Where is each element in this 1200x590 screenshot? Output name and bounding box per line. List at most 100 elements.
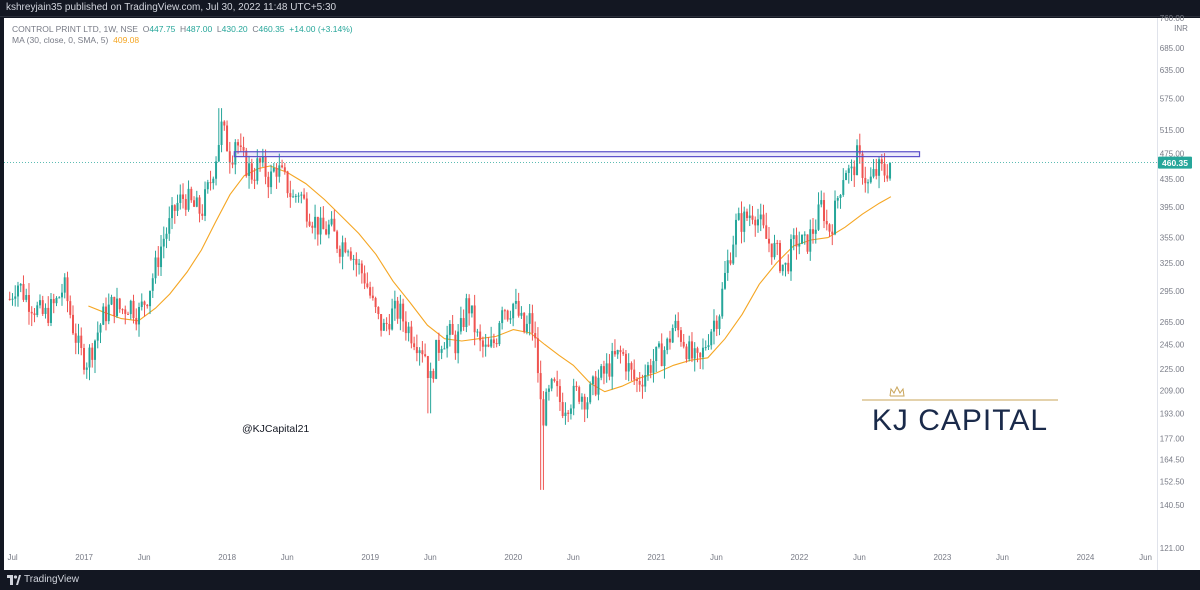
candle-body [787, 262, 790, 272]
candle [685, 343, 688, 363]
candle-body [341, 242, 344, 257]
candle [682, 333, 685, 349]
candle [209, 170, 212, 191]
candle-body [294, 195, 297, 197]
candle-body [437, 339, 440, 353]
candle-body [812, 229, 815, 234]
candle-body [831, 231, 834, 235]
candle-body [861, 153, 864, 178]
candle [96, 321, 99, 349]
candle-body [589, 384, 592, 403]
candle [432, 368, 435, 383]
candle [674, 314, 677, 332]
candle [220, 108, 223, 153]
candle [457, 324, 460, 364]
candle [195, 190, 198, 208]
candle [842, 168, 845, 197]
candle [374, 296, 377, 314]
candle-body [578, 387, 581, 402]
candle [355, 252, 358, 277]
candle [883, 153, 886, 183]
candle-body [454, 334, 457, 354]
candle-body [308, 221, 311, 226]
candle [732, 235, 735, 266]
candle-body [440, 349, 443, 353]
candle [382, 318, 385, 332]
candle-body [457, 331, 460, 354]
currency-label: INR [1174, 24, 1188, 33]
candle-body [380, 314, 383, 331]
candle-body [8, 298, 11, 300]
candle [272, 163, 275, 173]
candle-layer [8, 108, 892, 490]
candle [798, 231, 801, 255]
candle-body [734, 219, 737, 245]
candle-body [190, 188, 193, 201]
candle [784, 262, 787, 277]
candle-body [770, 243, 773, 258]
candle-body [30, 311, 33, 314]
candle [322, 206, 325, 230]
candle-body [556, 381, 559, 387]
candle-body [784, 262, 787, 265]
candle-body [567, 412, 570, 414]
candle [613, 339, 616, 357]
candle [228, 141, 231, 174]
candle [415, 334, 418, 362]
candle-body [767, 238, 770, 244]
candle-body [652, 361, 655, 373]
candle [550, 377, 553, 392]
candle-body [476, 331, 479, 333]
candle-body [377, 307, 380, 315]
candle-body [547, 388, 550, 392]
candle [173, 204, 176, 224]
chart-plot-area[interactable] [4, 18, 1157, 570]
x-tick-label: Jun [424, 553, 437, 562]
y-tick-label: 355.00 [1160, 234, 1185, 243]
candle-body [228, 151, 231, 163]
candle [712, 309, 715, 345]
candle-body [264, 156, 267, 177]
candle [69, 295, 72, 319]
candle-body [278, 165, 281, 177]
candle [751, 205, 754, 225]
y-tick-label: 265.00 [1160, 318, 1185, 327]
candle [773, 234, 776, 260]
candle [292, 189, 295, 198]
candle-body [391, 308, 394, 330]
candle-body [283, 167, 286, 172]
candle [60, 283, 63, 306]
watermark-handle: @KJCapital21 [242, 423, 309, 435]
candle-body [867, 182, 870, 184]
candle-body [613, 351, 616, 355]
candle-body [429, 371, 432, 379]
candle-body [267, 176, 270, 188]
candle-body [19, 283, 22, 286]
low-value: 430.20 [221, 24, 248, 34]
candle [305, 192, 308, 228]
price-axis[interactable] [1157, 18, 1200, 570]
candle [512, 302, 515, 327]
candle [443, 342, 446, 350]
candle [16, 281, 19, 307]
candle-body [605, 363, 608, 374]
candle [828, 223, 831, 238]
candle [776, 239, 779, 256]
candle-body [60, 292, 63, 298]
candle-body [586, 402, 589, 410]
candle [809, 219, 812, 261]
y-tick-label: 193.00 [1160, 409, 1185, 418]
candle-body [396, 300, 399, 319]
candle [638, 371, 641, 392]
candle-body [823, 200, 826, 222]
candle-body [99, 324, 102, 333]
candle-body [600, 366, 603, 378]
candle-body [399, 303, 402, 319]
candle-body [803, 234, 806, 236]
candle [19, 282, 22, 293]
candle [319, 206, 322, 245]
candle [663, 346, 666, 379]
candle-body [814, 229, 817, 234]
candle-body [864, 177, 867, 184]
